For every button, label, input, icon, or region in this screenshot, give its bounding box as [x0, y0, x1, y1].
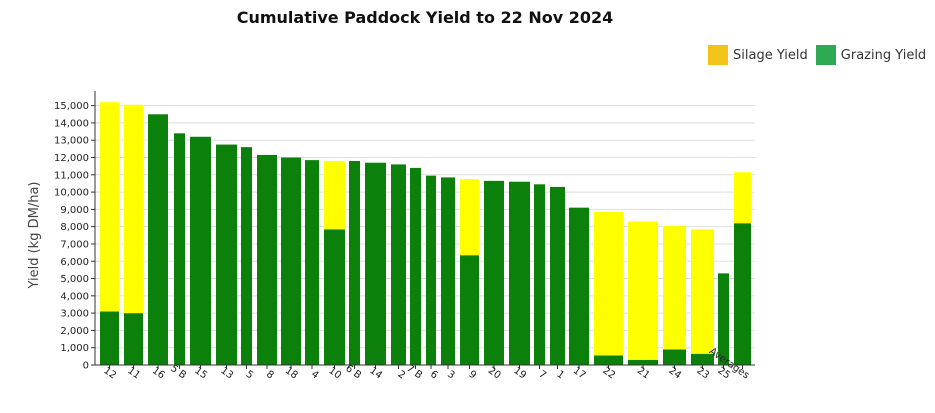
y-tick-label: 6,000 — [60, 257, 89, 268]
x-tick-label: 20 — [486, 365, 503, 381]
bar-silage-23 — [691, 229, 714, 354]
bar-grazing-15 — [190, 136, 211, 365]
bar-silage-21 — [628, 221, 658, 360]
x-tick-label: 24 — [666, 365, 683, 381]
y-tick-label: 5,000 — [60, 274, 89, 285]
bar-grazing-7-b — [410, 167, 421, 365]
bar-grazing-7 — [534, 184, 545, 365]
y-tick-label: 11,000 — [54, 170, 89, 181]
bar-grazing-8 — [257, 154, 277, 365]
bar-grazing-13 — [216, 144, 237, 365]
bar-grazing-9 — [460, 255, 479, 365]
bar-grazing-18 — [281, 157, 301, 365]
x-tick-label: 22 — [600, 365, 617, 381]
bar-silage-9 — [460, 179, 479, 256]
x-tick-label: 6 — [428, 369, 440, 382]
x-tick-label: 7 B — [404, 363, 424, 381]
x-tick-label: 11 — [125, 365, 142, 381]
legend-item-grazing[interactable]: Grazing Yield — [815, 45, 927, 65]
bar-grazing-4 — [305, 160, 319, 365]
bar-grazing-3 — [441, 177, 455, 365]
x-tick-label: 18 — [283, 365, 300, 381]
y-tick-label: 0 — [83, 361, 89, 372]
bar-grazing-20 — [484, 180, 504, 365]
x-tick-label: 16 — [150, 365, 167, 381]
bar-grazing-14 — [365, 162, 386, 365]
bar-grazing-2 — [391, 164, 406, 365]
y-tick-label: 9,000 — [60, 205, 89, 216]
y-tick-label: 10,000 — [54, 188, 89, 199]
y-tick-label: 14,000 — [54, 118, 89, 129]
x-tick-label: 6 B — [343, 363, 363, 381]
bar-silage-22 — [594, 211, 623, 356]
bar-silage-12 — [100, 102, 119, 312]
x-tick-label: 21 — [635, 365, 652, 381]
bar-grazing-6 — [426, 175, 436, 365]
legend: Silage Yield Grazing Yield — [708, 45, 934, 65]
bar-grazing-11 — [124, 313, 143, 365]
x-tick-label: 10 — [326, 365, 343, 381]
legend-label-grazing: Grazing Yield — [840, 47, 927, 63]
x-tick-label: 12 — [101, 365, 118, 381]
bar-silage-10 — [324, 160, 345, 230]
bar-grazing-12 — [100, 311, 119, 365]
bar-grazing-10 — [324, 229, 345, 365]
y-tick-label: 1,000 — [60, 343, 89, 354]
bar-grazing-6-b — [349, 160, 360, 365]
y-tick-label: 4,000 — [60, 291, 89, 302]
x-tick-label: 7 — [537, 369, 549, 382]
x-tick-label: 14 — [367, 365, 384, 381]
x-tick-label: 3 — [445, 369, 457, 382]
bar-grazing-5-b — [174, 133, 185, 365]
x-tick-label: 19 — [511, 365, 528, 381]
legend-swatch-grazing — [815, 45, 836, 65]
y-tick-label: 2,000 — [60, 326, 89, 337]
y-axis-label: Yield (kg DM/ha) — [27, 182, 42, 290]
bar-grazing-averages — [734, 223, 751, 365]
x-tick-label: 4 — [309, 369, 321, 382]
x-tick-label: 15 — [192, 365, 209, 381]
bar-grazing-19 — [509, 181, 530, 365]
bar-grazing-17 — [569, 207, 589, 365]
y-tick-label: 3,000 — [60, 309, 89, 320]
y-tick-label: 12,000 — [54, 153, 89, 164]
chart-title: Cumulative Paddock Yield to 22 Nov 2024 — [236, 8, 614, 27]
bar-grazing-5 — [241, 147, 252, 365]
x-tick-label: 9 — [467, 369, 479, 382]
x-tick-label: 1 — [555, 369, 567, 382]
y-tick-label: 15,000 — [54, 101, 89, 112]
y-tick-label: 8,000 — [60, 222, 89, 233]
bar-grazing-1 — [550, 186, 565, 365]
bar-grazing-22 — [594, 355, 623, 365]
x-tick-label: 5 B — [168, 363, 188, 381]
x-tick-label: 8 — [264, 369, 276, 382]
y-tick-label: 7,000 — [60, 239, 89, 250]
bar-grazing-16 — [148, 114, 168, 366]
x-tick-label: 23 — [694, 365, 711, 381]
bar-grazing-21 — [628, 359, 658, 365]
legend-item-silage[interactable]: Silage Yield — [708, 45, 808, 65]
legend-label-silage: Silage Yield — [733, 47, 808, 63]
legend-swatch-silage — [708, 45, 728, 65]
bar-silage-24 — [663, 225, 686, 350]
bar-grazing-23 — [691, 353, 714, 365]
x-tick-label: 5 — [244, 369, 256, 382]
bar-grazing-24 — [663, 349, 686, 365]
bar-grazing-25 — [718, 273, 729, 365]
y-tick-label: 13,000 — [54, 136, 89, 147]
bar-silage-11 — [124, 104, 143, 314]
x-tick-label: 17 — [571, 365, 588, 381]
x-tick-label: 13 — [218, 365, 235, 381]
x-tick-label: 2 — [396, 369, 408, 382]
bar-silage-averages — [734, 172, 751, 224]
